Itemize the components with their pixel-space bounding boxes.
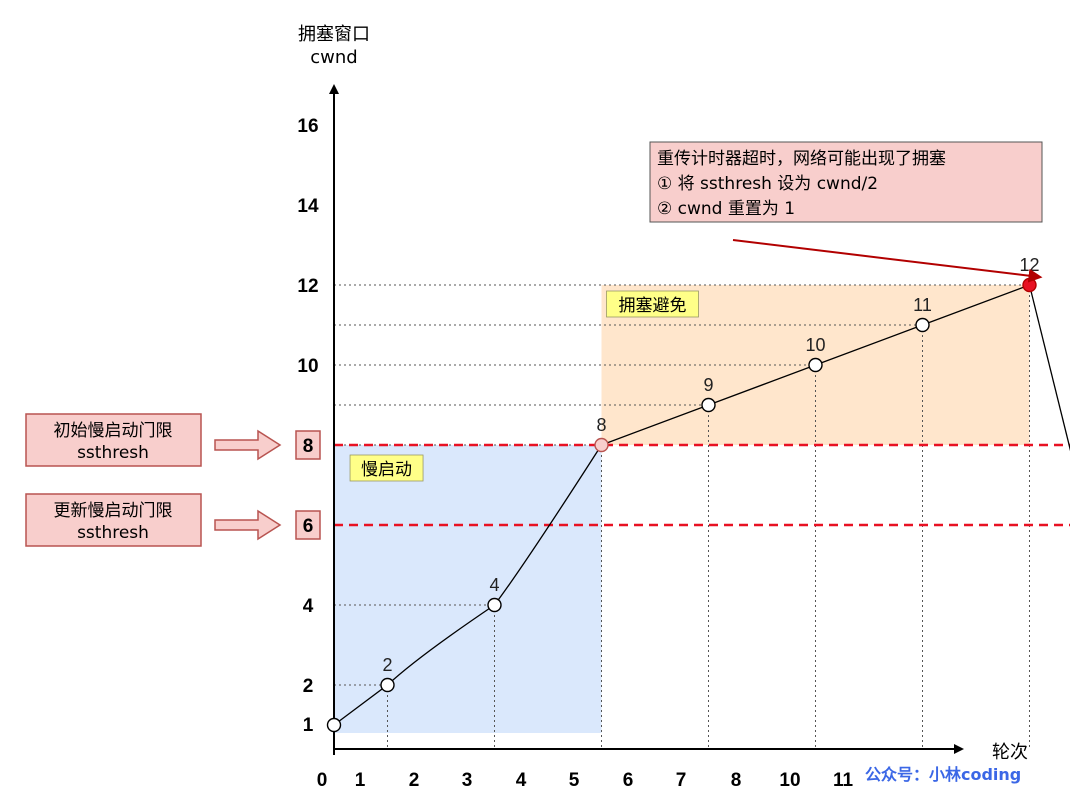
x-axis-title: 轮次 — [992, 742, 1028, 763]
x-tick-6: 6 — [623, 770, 634, 791]
threshold-note-line2-1: ssthresh — [77, 523, 149, 543]
x-tick-layer: 0 1 2 3 4 5 6 7 8 10 11 — [317, 770, 854, 791]
timeout-note-line-2: ② cwnd 重置为 1 — [657, 199, 795, 219]
threshold-note-line2-0: ssthresh — [77, 443, 149, 463]
timeout-note-line-1: ① 将 ssthresh 设为 cwnd/2 — [657, 174, 878, 194]
series-0-point-label-1: 2 — [382, 655, 392, 675]
x-tick-2: 2 — [409, 770, 420, 791]
watermark: 公众号：小林coding — [865, 765, 1021, 784]
series-0-point-label-6: 11 — [913, 295, 932, 315]
y-tick-16: 16 — [297, 116, 318, 137]
threshold-arrow-0 — [214, 429, 282, 461]
series-point-layer: 2489101112124 — [326, 255, 1040, 733]
timeout-note-box — [649, 141, 1043, 223]
region-label-bg-1 — [606, 290, 699, 318]
x-tick-7: 7 — [676, 770, 687, 791]
threshold-marker-value-0: 8 — [303, 436, 314, 457]
threshold-note-line1-1: 更新慢启动门限 — [54, 500, 173, 521]
x-tick-11: 11 — [833, 770, 854, 791]
series-0-point-label-5: 10 — [805, 335, 825, 355]
series-0-point-1 — [380, 677, 395, 693]
y-tick-14: 14 — [297, 196, 319, 217]
x-tick-0: 0 — [317, 770, 328, 791]
series-0-point-label-7: 12 — [1019, 255, 1039, 275]
threshold-note-box-1 — [25, 493, 202, 547]
x-tick-5: 5 — [569, 770, 580, 791]
y-tick-2: 2 — [303, 676, 314, 697]
timeout-note-line-0: 重传计时器超时，网络可能出现了拥塞 — [657, 149, 946, 169]
series-0-point-label-3: 8 — [596, 415, 606, 435]
threshold-note-box-0 — [25, 413, 202, 467]
region-label-0: 慢启动 — [361, 459, 412, 480]
x-tick-3: 3 — [462, 770, 473, 791]
series-0-point-6 — [915, 317, 930, 333]
timeout-arrow — [732, 239, 1043, 283]
y-axis-title-line1: 拥塞窗口 — [298, 24, 370, 45]
region-layer — [334, 285, 1030, 733]
x-tick-1: 1 — [355, 770, 366, 791]
x-tick-4: 4 — [516, 770, 527, 791]
series-0-point-2 — [487, 597, 502, 613]
y-tick-4: 4 — [303, 596, 314, 617]
threshold-marker-value-1: 6 — [303, 516, 314, 537]
region-label-1: 拥塞避免 — [619, 296, 687, 316]
y-axis-title-line2: cwnd — [310, 47, 357, 68]
series-0-point-label-2: 4 — [489, 575, 499, 595]
series-0-point-label-4: 9 — [703, 375, 713, 395]
threshold-marker-box-0 — [295, 430, 321, 460]
note-layer: 重传计时器超时，网络可能出现了拥塞 ① 将 ssthresh 设为 cwnd/2 ②… — [649, 141, 1043, 283]
y-tick-12: 12 — [297, 276, 318, 297]
region-label-layer: 慢启动拥塞避免慢启动 — [349, 290, 699, 482]
region-0 — [334, 445, 602, 733]
series-0-point-3 — [594, 437, 609, 453]
series-0-point-5 — [808, 357, 823, 373]
threshold-marker-box-1 — [295, 510, 321, 540]
threshold-arrow-1 — [214, 509, 282, 541]
threshold-note-line1-0: 初始慢启动门限 — [54, 420, 173, 441]
y-tick-1: 1 — [303, 715, 314, 736]
series-line-timeout-drop — [1028, 284, 1070, 452]
region-label-bg-0 — [349, 454, 424, 482]
series-0-point-0 — [326, 717, 342, 733]
y-tick-10: 10 — [297, 356, 318, 377]
series-0-point-7 — [1022, 277, 1037, 293]
series-0-point-4 — [701, 397, 716, 413]
x-tick-8: 8 — [731, 770, 742, 791]
x-tick-10: 10 — [779, 770, 800, 791]
guide-layer — [334, 284, 1030, 749]
